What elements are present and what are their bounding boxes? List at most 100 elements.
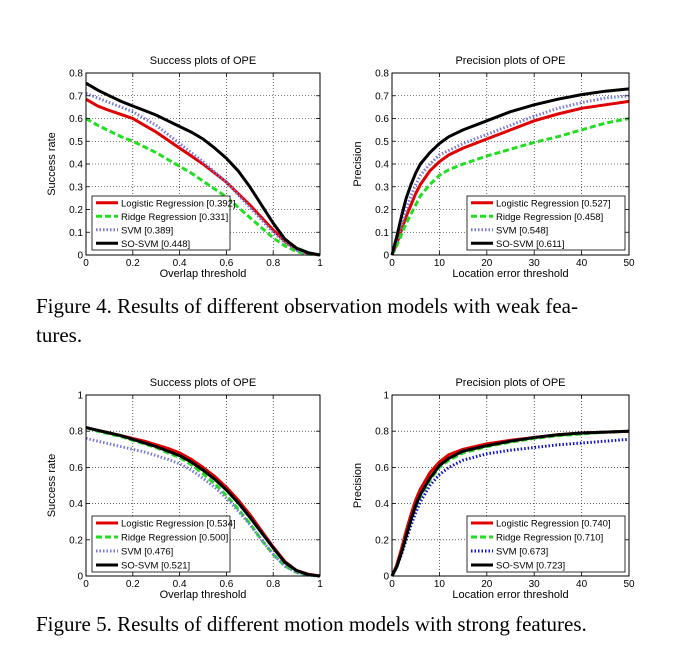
y-tick-label: 0.4 bbox=[375, 160, 389, 171]
legend-label: Logistic Regression [0.527] bbox=[496, 198, 611, 209]
y-axis-label: Precision bbox=[352, 141, 364, 186]
chart-title: Precision plots of OPE bbox=[455, 55, 565, 67]
y-tick-label: 0.2 bbox=[375, 535, 389, 546]
legend-label: SO-SVM [0.611] bbox=[496, 239, 564, 250]
axes-frame bbox=[391, 394, 630, 577]
x-axis-label: Overlap threshold bbox=[160, 268, 247, 280]
figure-5: 0 0.2 0.4 0.6 0.8 1 0 0.2 0.4 0.6 0.8 1 Success plot… bbox=[0, 360, 699, 659]
y-tick-label: 0.6 bbox=[69, 114, 83, 125]
chart-success-strong: 0 0.2 0.4 0.6 0.8 1 0 0.2 0.4 0.6 0.8 1 Success plot… bbox=[46, 377, 323, 601]
caption-line: Figure 4. Results of different observati… bbox=[36, 294, 578, 318]
series-line bbox=[390, 99, 630, 256]
y-axis-label: Precision bbox=[352, 463, 364, 508]
chart-precision-weak: 0 10 20 30 40 50 0 0.1 0.2 0.3 0.4 0.5 0.6 0.7 0.8 Prec… bbox=[352, 55, 635, 280]
caption-line: tures. bbox=[36, 323, 83, 347]
y-tick-label: 0.3 bbox=[69, 182, 83, 193]
x-tick-label: 0 bbox=[83, 579, 89, 590]
x-tick-label: 0.4 bbox=[173, 579, 187, 590]
x-tick-label: 40 bbox=[576, 579, 588, 590]
x-tick-label: 30 bbox=[529, 579, 541, 590]
axes-frame bbox=[85, 394, 321, 577]
y-tick-label: 0.7 bbox=[375, 91, 389, 102]
y-tick-label: 0.8 bbox=[375, 69, 389, 80]
x-tick-label: 1 bbox=[317, 579, 323, 590]
y-tick-label: 0.4 bbox=[69, 499, 83, 510]
legend-box bbox=[91, 515, 231, 573]
x-tick-label: 20 bbox=[481, 258, 493, 269]
y-axis-label: Success rate bbox=[46, 454, 58, 518]
x-tick-label: 10 bbox=[434, 258, 446, 269]
y-tick-label: 1 bbox=[77, 391, 83, 402]
y-tick-label: 0.6 bbox=[375, 114, 389, 125]
legend-label: Ridge Regression [0.710] bbox=[496, 533, 603, 544]
chart-precision-strong: 0 10 20 30 40 50 0 0.2 0.4 0.6 0.8 1 Precision plots… bbox=[352, 377, 635, 601]
legend-label: Logistic Regression [0.534] bbox=[121, 519, 236, 530]
legend-label: SVM [0.476] bbox=[121, 547, 173, 558]
series-line bbox=[85, 426, 321, 578]
x-tick-label: 30 bbox=[529, 258, 541, 269]
y-tick-label: 0.1 bbox=[69, 228, 83, 239]
y-tick-label: 0.5 bbox=[375, 137, 389, 148]
x-tick-label: 0.8 bbox=[266, 579, 280, 590]
series-line bbox=[85, 81, 321, 257]
y-tick-label: 0.4 bbox=[375, 499, 389, 510]
figure-5-caption: Figure 5. Results of different motion mo… bbox=[36, 610, 666, 639]
legend-label: SO-SVM [0.723] bbox=[496, 561, 565, 572]
caption-line: Figure 5. Results of different motion mo… bbox=[36, 612, 587, 636]
y-tick-label: 0 bbox=[77, 572, 83, 583]
legend-label: Logistic Regression [0.740] bbox=[496, 519, 611, 530]
x-tick-label: 0.2 bbox=[126, 579, 140, 590]
x-tick-label: 1 bbox=[317, 258, 323, 269]
legend-label: SVM [0.673] bbox=[496, 547, 548, 558]
y-axis-label: Success rate bbox=[46, 132, 58, 196]
x-axis-label: Overlap threshold bbox=[160, 589, 247, 601]
x-tick-label: 0.6 bbox=[219, 579, 233, 590]
y-tick-label: 1 bbox=[383, 391, 389, 402]
legend-label: Ridge Regression [0.458] bbox=[496, 212, 603, 223]
y-tick-label: 0.3 bbox=[375, 182, 389, 193]
x-tick-label: 0.8 bbox=[266, 258, 280, 269]
x-axis-label: Location error threshold bbox=[452, 268, 568, 280]
x-tick-label: 10 bbox=[434, 579, 446, 590]
y-tick-label: 0.2 bbox=[69, 535, 83, 546]
chart-title: Success plots of OPE bbox=[150, 377, 256, 389]
legend-box bbox=[91, 195, 231, 251]
legend-box bbox=[466, 515, 626, 573]
x-tick-label: 40 bbox=[576, 258, 588, 269]
y-tick-label: 0 bbox=[77, 251, 83, 262]
x-tick-label: 0 bbox=[83, 258, 89, 269]
legend-label: SO-SVM [0.521] bbox=[121, 561, 190, 572]
y-tick-label: 0 bbox=[383, 251, 389, 262]
x-tick-label: 0 bbox=[389, 579, 395, 590]
y-tick-label: 0.4 bbox=[69, 160, 83, 171]
x-tick-label: 20 bbox=[481, 579, 493, 590]
series-line bbox=[390, 117, 630, 256]
y-tick-label: 0.1 bbox=[375, 228, 389, 239]
chart-success-weak: 0 0.2 0.4 0.6 0.8 1 0 0.1 0.2 0.3 0.4 0.5 0.6 0.7 0.8 S… bbox=[46, 55, 323, 280]
series-line bbox=[390, 87, 630, 256]
y-tick-label: 0.6 bbox=[375, 463, 389, 474]
figure-4-caption: Figure 4. Results of different observati… bbox=[36, 292, 666, 350]
figure-4: 0 0.2 0.4 0.6 0.8 1 0 0.1 0.2 0.3 0.4 0.5 0.6 0.7 0.8 S… bbox=[36, 55, 666, 350]
x-tick-label: 0 bbox=[389, 258, 395, 269]
y-tick-label: 0.8 bbox=[375, 427, 389, 438]
x-tick-label: 0.6 bbox=[219, 258, 233, 269]
y-tick-label: 0.6 bbox=[69, 463, 83, 474]
series-line bbox=[390, 429, 630, 577]
x-tick-label: 0.4 bbox=[173, 258, 187, 269]
legend-label: Ridge Regression [0.331] bbox=[121, 212, 228, 223]
legend-label: SO-SVM [0.448] bbox=[121, 239, 190, 250]
legend-label: Ridge Regression [0.500] bbox=[121, 533, 228, 544]
y-tick-label: 0.7 bbox=[69, 91, 83, 102]
y-tick-label: 0.8 bbox=[69, 427, 83, 438]
series-line bbox=[85, 92, 321, 257]
y-tick-label: 0.5 bbox=[69, 137, 83, 148]
x-axis-label: Location error threshold bbox=[452, 589, 568, 601]
x-tick-label: 50 bbox=[623, 258, 635, 269]
y-tick-label: 0.2 bbox=[375, 205, 389, 216]
legend-label: Logistic Regression [0.392] bbox=[121, 198, 236, 209]
y-tick-label: 0 bbox=[383, 572, 389, 583]
x-tick-label: 50 bbox=[623, 579, 635, 590]
legend-label: SVM [0.548] bbox=[496, 225, 548, 236]
chart-title: Success plots of OPE bbox=[150, 55, 256, 67]
